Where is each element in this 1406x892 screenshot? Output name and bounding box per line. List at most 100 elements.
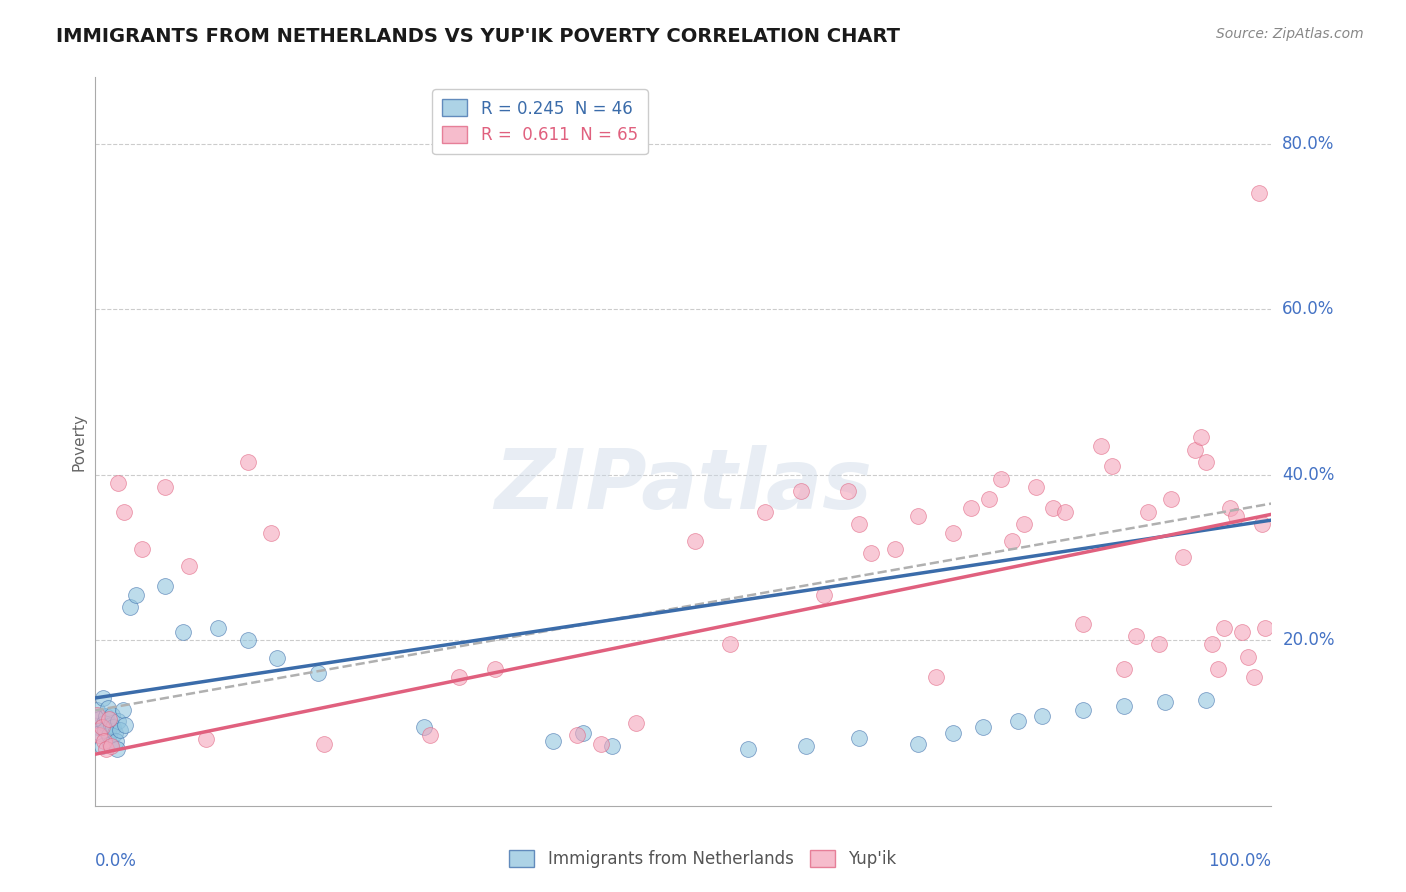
Point [572, 726, 595, 740]
Text: 20.0%: 20.0% [1282, 632, 1334, 649]
Point [86, 703, 108, 717]
Point [1254, 621, 1277, 635]
Point [1112, 699, 1135, 714]
Point [848, 517, 870, 532]
Point [89, 712, 111, 726]
Text: IMMIGRANTS FROM NETHERLANDS VS YUP'IK POVERTY CORRELATION CHART: IMMIGRANTS FROM NETHERLANDS VS YUP'IK PO… [56, 27, 900, 45]
Point [960, 500, 983, 515]
Point [1184, 442, 1206, 457]
Point [1154, 695, 1177, 709]
Point [942, 525, 965, 540]
Point [96, 742, 118, 756]
Point [624, 715, 647, 730]
Point [1025, 480, 1047, 494]
Point [683, 533, 706, 548]
Point [543, 734, 565, 748]
Point [1054, 505, 1077, 519]
Legend: Immigrants from Netherlands, Yup'ik: Immigrants from Netherlands, Yup'ik [502, 843, 904, 875]
Point [419, 728, 441, 742]
Point [796, 739, 818, 753]
Point [105, 742, 128, 756]
Point [977, 492, 1000, 507]
Point [87, 720, 110, 734]
Point [153, 579, 176, 593]
Point [90, 739, 112, 753]
Point [97, 728, 120, 742]
Point [90, 720, 112, 734]
Point [565, 728, 588, 742]
Point [1149, 637, 1171, 651]
Point [1136, 505, 1159, 519]
Point [266, 651, 288, 665]
Point [449, 670, 471, 684]
Point [1195, 455, 1218, 469]
Point [1031, 709, 1053, 723]
Point [718, 637, 741, 651]
Point [97, 712, 120, 726]
Point [1249, 186, 1271, 201]
Point [1001, 533, 1024, 548]
Point [1007, 714, 1029, 729]
Point [112, 505, 135, 519]
Point [118, 600, 141, 615]
Point [1071, 616, 1094, 631]
Point [101, 707, 124, 722]
Point [96, 709, 118, 723]
Point [93, 715, 115, 730]
Point [1225, 508, 1247, 523]
Point [114, 717, 136, 731]
Point [107, 714, 129, 729]
Point [942, 726, 965, 740]
Point [925, 670, 948, 684]
Point [107, 475, 129, 490]
Point [1160, 492, 1182, 507]
Point [89, 726, 111, 740]
Point [589, 737, 612, 751]
Y-axis label: Poverty: Poverty [72, 412, 86, 471]
Point [1213, 621, 1236, 635]
Point [1206, 662, 1229, 676]
Point [104, 734, 127, 748]
Text: 60.0%: 60.0% [1282, 300, 1334, 318]
Point [103, 726, 125, 740]
Point [153, 480, 176, 494]
Point [413, 720, 436, 734]
Point [1101, 459, 1123, 474]
Text: 80.0%: 80.0% [1282, 135, 1334, 153]
Point [754, 505, 776, 519]
Point [131, 542, 153, 557]
Point [93, 734, 115, 748]
Text: Source: ZipAtlas.com: Source: ZipAtlas.com [1216, 27, 1364, 41]
Point [207, 621, 229, 635]
Text: 100.0%: 100.0% [1208, 852, 1271, 870]
Point [89, 728, 111, 742]
Legend: R = 0.245  N = 46, R =  0.611  N = 65: R = 0.245 N = 46, R = 0.611 N = 65 [433, 89, 648, 154]
Point [1171, 550, 1194, 565]
Point [1012, 517, 1035, 532]
Point [484, 662, 506, 676]
Point [1071, 703, 1094, 717]
Point [172, 624, 194, 639]
Point [86, 707, 108, 722]
Point [1250, 517, 1272, 532]
Point [96, 701, 118, 715]
Point [1112, 662, 1135, 676]
Point [177, 558, 200, 573]
Point [1236, 649, 1258, 664]
Point [236, 455, 259, 469]
Point [990, 472, 1012, 486]
Point [260, 525, 283, 540]
Point [103, 720, 125, 734]
Point [1125, 629, 1147, 643]
Point [100, 717, 122, 731]
Point [312, 737, 335, 751]
Point [94, 723, 117, 737]
Point [737, 742, 759, 756]
Point [848, 731, 870, 745]
Point [1219, 500, 1241, 515]
Point [111, 703, 134, 717]
Point [110, 723, 132, 737]
Point [91, 691, 114, 706]
Point [1230, 624, 1253, 639]
Point [1201, 637, 1223, 651]
